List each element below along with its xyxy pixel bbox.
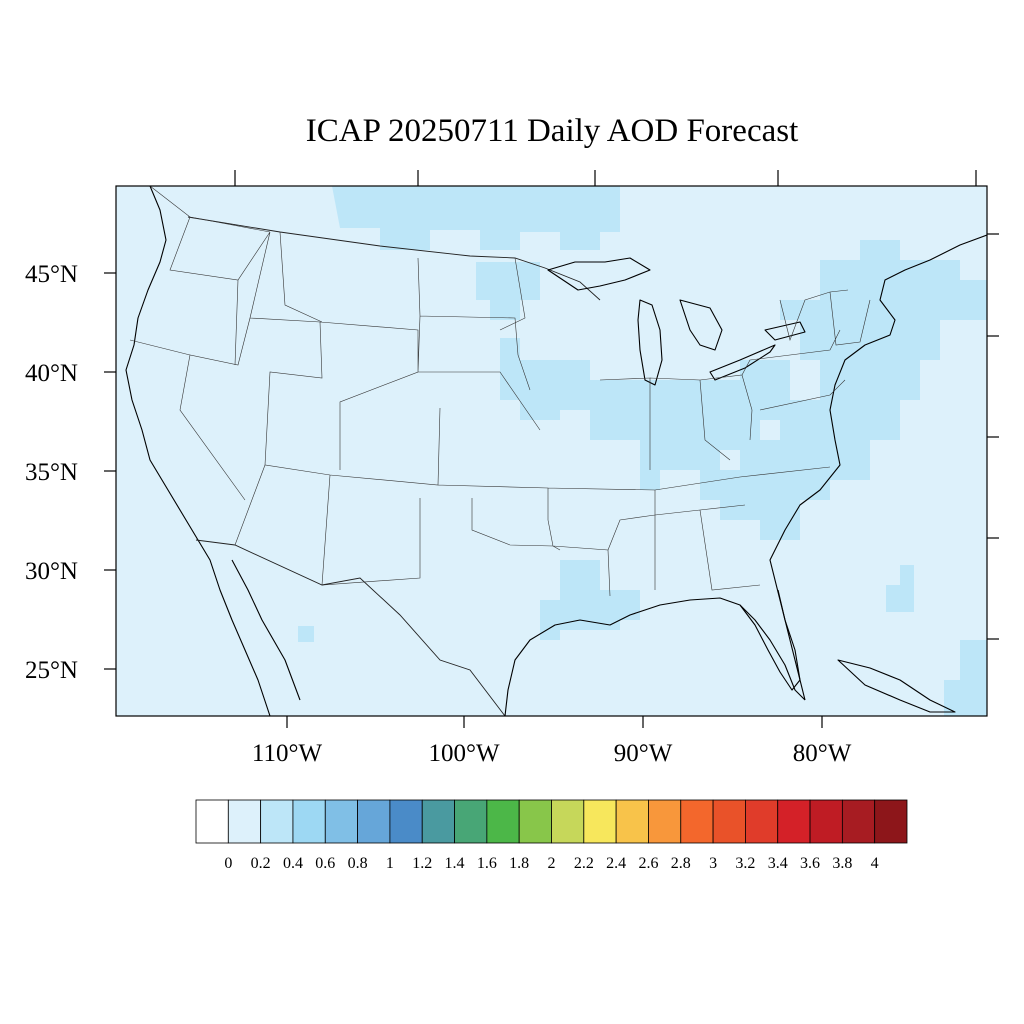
colorbar-swatch-9 xyxy=(486,799,520,844)
colorbar-swatch-3 xyxy=(292,799,326,844)
geography-lines xyxy=(125,186,987,716)
colorbar-swatch-19 xyxy=(809,799,843,844)
colorbar-swatch-7 xyxy=(421,799,455,844)
colorbar-label-3: 0.6 xyxy=(315,855,335,872)
colorbar-swatch-2 xyxy=(260,799,294,844)
lake-ontario xyxy=(764,321,806,341)
colorbar-swatch-21 xyxy=(874,799,908,844)
map-frame xyxy=(115,185,988,717)
colorbar-label-2: 0.4 xyxy=(283,855,303,872)
colorbar-swatch-6 xyxy=(389,799,423,844)
colorbar-label-10: 2 xyxy=(548,855,556,872)
lake-huron xyxy=(679,299,723,351)
colorbar-swatch-15 xyxy=(680,799,714,844)
colorbar-swatch-20 xyxy=(841,799,876,844)
colorbar-swatch-17 xyxy=(745,799,779,844)
atlantic-coastline xyxy=(769,234,987,701)
colorbar-label-0: 0 xyxy=(224,855,232,872)
lon-label-90w: 90°W xyxy=(614,740,673,767)
lake-michigan xyxy=(637,299,663,386)
colorbar-label-20: 4 xyxy=(871,855,879,872)
colorbar-label-17: 3.4 xyxy=(768,855,788,872)
lat-label-45: 45°N xyxy=(25,261,78,288)
map-title: ICAP 20250711 Daily AOD Forecast xyxy=(306,113,799,149)
aod-region-ohio-valley xyxy=(600,360,790,490)
gulf-coastline xyxy=(504,597,806,716)
state-borders xyxy=(129,186,871,597)
colorbar-label-4: 0.8 xyxy=(348,855,368,872)
colorbar-swatch-1 xyxy=(227,799,262,844)
aod-region-gulf xyxy=(540,560,640,640)
cuba-coast xyxy=(837,659,956,713)
florida-peninsula xyxy=(739,589,801,691)
colorbar-label-18: 3.6 xyxy=(800,855,820,872)
lake-erie xyxy=(709,344,776,381)
aod-region-east xyxy=(700,240,987,540)
colorbar-label-16: 3.2 xyxy=(735,855,755,872)
colorbar-label-8: 1.6 xyxy=(477,855,497,872)
colorbar-label-5: 1 xyxy=(386,855,394,872)
lon-label-110w: 110°W xyxy=(252,740,323,767)
colorbar-swatch-10 xyxy=(518,799,552,844)
colorbar-label-1: 0.2 xyxy=(251,855,271,872)
pacific-coastline xyxy=(125,186,271,716)
aod-region-canada xyxy=(332,186,620,250)
lake-superior xyxy=(547,257,651,291)
colorbar-swatch-16 xyxy=(712,799,746,844)
aod-region-atlantic xyxy=(886,565,914,612)
colorbar-swatch-13 xyxy=(615,799,649,844)
lon-label-80w: 80°W xyxy=(793,740,852,767)
aod-colorbar-labels: 0 0.2 0.4 0.6 0.8 1 1.2 1.4 1.6 1.8 2 2.2 2.4 2.6 2.8 3… xyxy=(224,855,878,872)
colorbar-swatch-11 xyxy=(551,799,585,844)
colorbar-swatch-5 xyxy=(357,799,391,844)
aod-elevated-regions xyxy=(298,186,987,716)
colorbar-label-14: 2.8 xyxy=(671,855,691,872)
colorbar-swatch-8 xyxy=(454,799,488,844)
colorbar-label-13: 2.6 xyxy=(638,855,658,872)
colorbar-label-11: 2.2 xyxy=(574,855,594,872)
longitude-axis: 110°W 100°W 90°W 80°W xyxy=(234,170,977,767)
colorbar-swatch-18 xyxy=(777,799,811,844)
colorbar-label-12: 2.4 xyxy=(606,855,626,872)
aod-colorbar xyxy=(195,799,908,844)
lon-label-100w: 100°W xyxy=(428,740,499,767)
colorbar-swatch-0 xyxy=(195,799,229,844)
lat-label-35: 35°N xyxy=(25,459,78,486)
lat-label-30: 30°N xyxy=(25,558,78,585)
aod-region-bahamas xyxy=(944,640,987,716)
colorbar-label-9: 1.8 xyxy=(509,855,529,872)
aod-region-dakotas xyxy=(476,262,540,320)
map-panel xyxy=(115,185,988,717)
colorbar-label-15: 3 xyxy=(709,855,717,872)
latitude-axis: 45°N 40°N 35°N 30°N 25°N xyxy=(25,233,999,684)
colorbar-swatch-14 xyxy=(648,799,682,844)
gulf-california-coast xyxy=(231,559,301,701)
us-mexico-border xyxy=(195,539,506,716)
colorbar-label-7: 1.4 xyxy=(445,855,465,872)
lat-label-25: 25°N xyxy=(25,657,78,684)
aod-region-mexico-dot xyxy=(298,626,314,642)
us-canada-border xyxy=(187,216,601,301)
colorbar-swatch-4 xyxy=(324,799,358,844)
colorbar-label-6: 1.2 xyxy=(412,855,432,872)
lat-label-40: 40°N xyxy=(25,360,78,387)
colorbar-label-19: 3.8 xyxy=(832,855,852,872)
colorbar-swatch-12 xyxy=(583,799,617,844)
